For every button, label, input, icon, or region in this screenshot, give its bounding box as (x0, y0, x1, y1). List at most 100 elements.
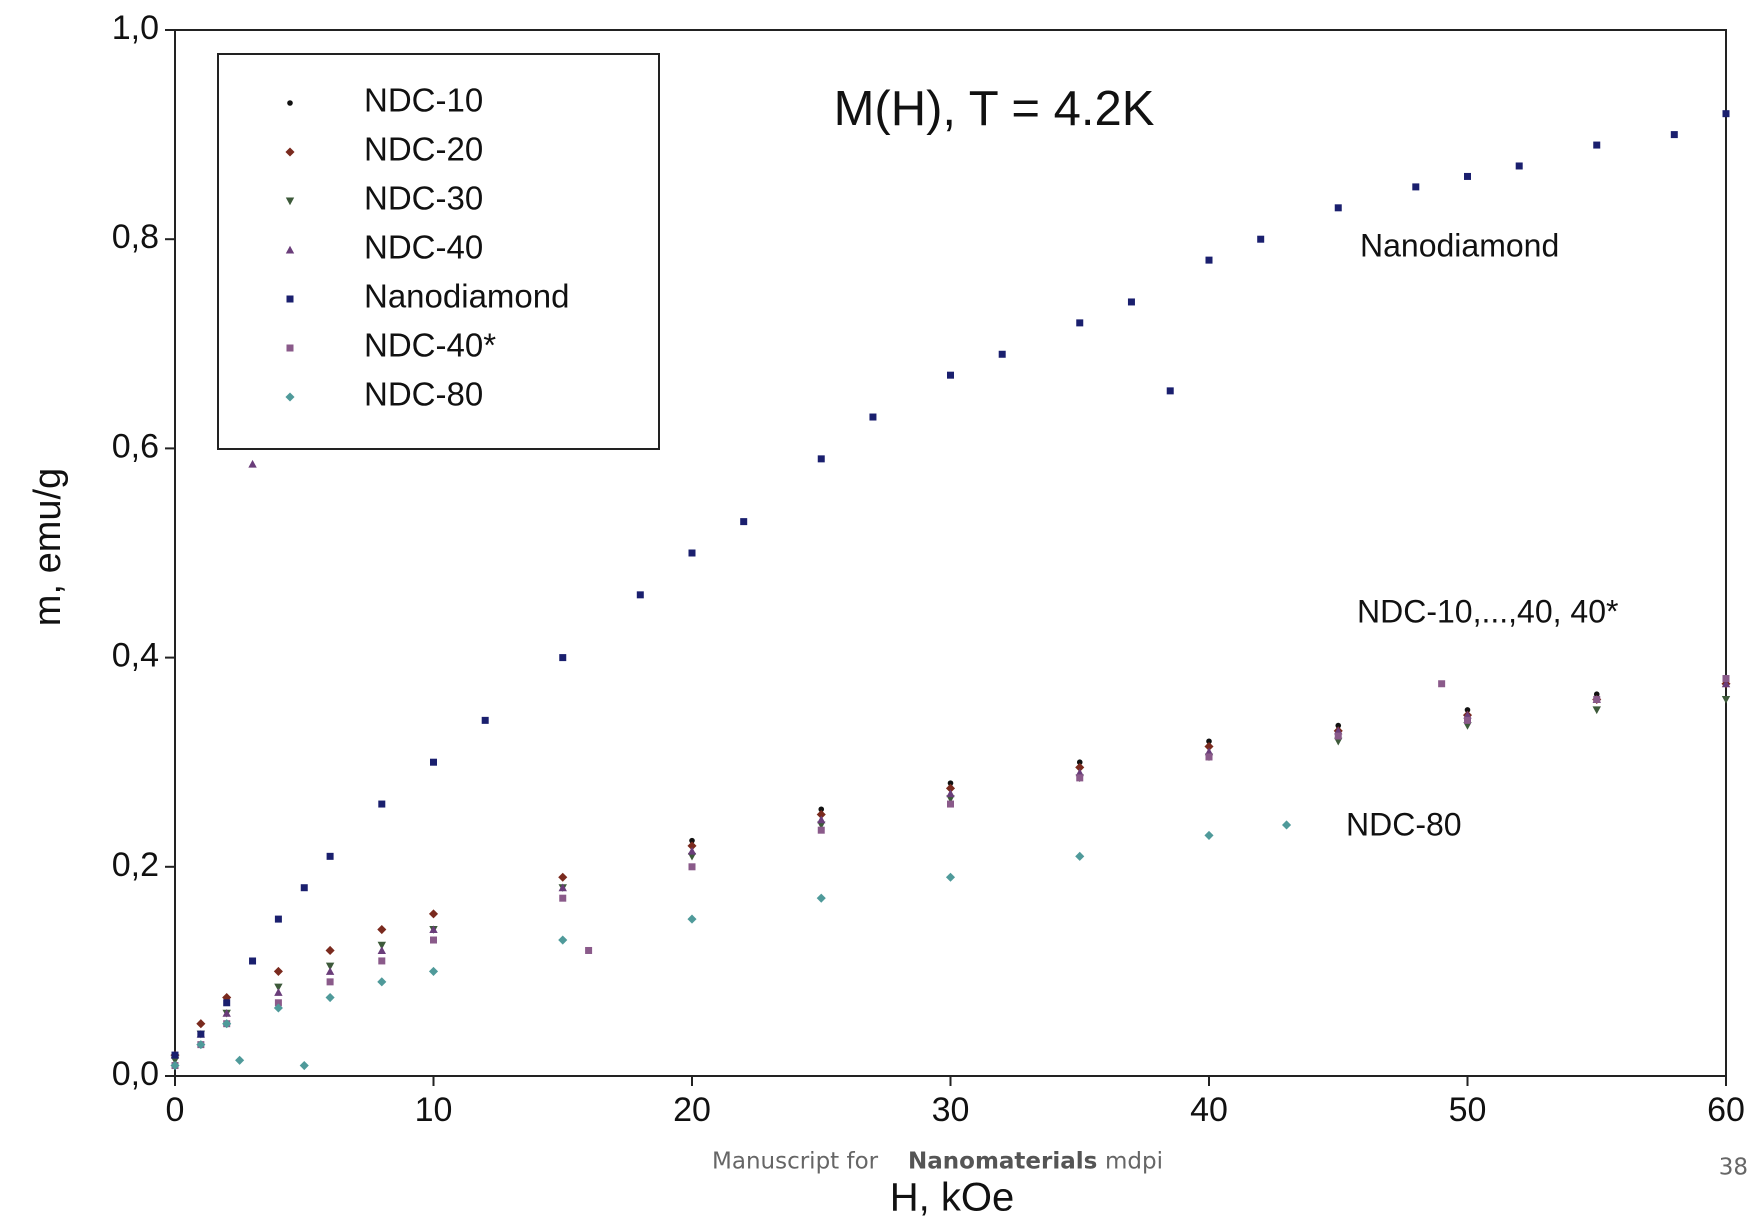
data-point (1464, 716, 1471, 724)
data-point (1205, 753, 1213, 761)
data-point (428, 966, 439, 976)
data-point (1127, 298, 1135, 306)
data-point (274, 999, 282, 1007)
data-point (273, 966, 283, 976)
data-point (1076, 774, 1084, 782)
data-point (947, 371, 954, 379)
legend-marker (286, 295, 294, 303)
legend-label: NDC-10 (364, 82, 483, 119)
data-point (817, 815, 826, 824)
data-point (998, 350, 1006, 358)
legend-label: NDC-80 (364, 376, 483, 413)
data-point (558, 883, 567, 892)
data-point (325, 993, 335, 1003)
x-tick-label: 0 (166, 1091, 185, 1129)
data-point (1205, 256, 1213, 264)
page-number: 38 (1719, 1155, 1748, 1181)
data-point (249, 957, 257, 965)
data-point (1257, 235, 1265, 243)
x-tick-label: 40 (1190, 1091, 1228, 1129)
legend-marker (285, 197, 295, 206)
data-point (585, 946, 593, 954)
x-tick-label: 50 (1449, 1091, 1487, 1129)
y-tick-label: 1,0 (112, 9, 159, 47)
data-point (1463, 722, 1472, 730)
legend-label: NDC-30 (364, 180, 483, 217)
x-tick-label: 60 (1707, 1091, 1745, 1129)
data-point (325, 945, 335, 956)
data-point (1464, 707, 1471, 713)
data-point (946, 795, 955, 804)
data-point (1334, 732, 1342, 740)
data-point (946, 789, 955, 798)
data-point (1593, 691, 1600, 698)
data-point (378, 957, 386, 965)
data-point (1204, 747, 1214, 756)
data-point (222, 1019, 232, 1029)
footer-text: Manuscript for (712, 1149, 879, 1175)
data-point (687, 841, 697, 851)
data-point (687, 852, 697, 861)
data-point (273, 1003, 283, 1013)
data-point (816, 809, 826, 820)
legend-marker (287, 100, 293, 106)
data-point (196, 1019, 206, 1029)
data-point (1593, 141, 1601, 149)
data-point (429, 925, 438, 934)
data-point (869, 413, 877, 421)
y-tick-label: 0,2 (112, 846, 159, 884)
data-point (1721, 679, 1731, 688)
data-point (559, 654, 567, 662)
annotation: Nanodiamond (1360, 227, 1559, 263)
data-point (325, 967, 335, 975)
x-tick-label: 10 (415, 1091, 453, 1129)
data-point (300, 884, 308, 892)
data-point (274, 983, 283, 992)
legend-marker (286, 344, 294, 352)
data-point (687, 846, 697, 855)
data-point (248, 459, 257, 468)
data-point (945, 783, 956, 793)
data-point (1515, 162, 1523, 170)
data-point (325, 962, 335, 971)
data-point (559, 894, 567, 902)
data-point (326, 852, 334, 860)
y-tick-label: 0,6 (112, 427, 159, 465)
data-point (1722, 675, 1730, 683)
data-point (1076, 319, 1084, 327)
y-tick-label: 0,4 (112, 637, 159, 675)
data-point (1334, 726, 1343, 735)
y-axis-label: m, emu/g (27, 468, 69, 626)
data-point (1412, 183, 1420, 191)
x-tick-label: 30 (932, 1091, 970, 1129)
data-point (947, 800, 954, 808)
data-point (558, 935, 568, 945)
data-point (378, 800, 386, 808)
annotation: NDC-80 (1346, 806, 1462, 842)
data-point (1075, 768, 1084, 777)
legend-marker (285, 392, 295, 402)
data-point (688, 549, 696, 557)
data-point (171, 1051, 179, 1059)
data-point (1075, 851, 1085, 861)
data-point (1593, 695, 1601, 703)
data-point (430, 758, 437, 766)
data-point (1334, 204, 1342, 212)
data-point (235, 1055, 245, 1065)
data-point (1204, 741, 1214, 752)
data-point (818, 806, 825, 813)
chart-title: M(H), T = 4.2K (834, 82, 1155, 136)
data-point (274, 988, 283, 996)
data-point (428, 909, 439, 919)
data-point (223, 999, 231, 1007)
data-point (636, 591, 644, 599)
data-point (377, 977, 387, 987)
legend-label: NDC-40 (364, 229, 483, 266)
data-point (197, 1030, 205, 1038)
data-point (817, 826, 825, 834)
footer-text: mdpi (1105, 1149, 1163, 1175)
x-tick-label: 20 (673, 1091, 711, 1129)
legend-label: NDC-20 (364, 131, 483, 168)
data-point (1206, 738, 1212, 745)
